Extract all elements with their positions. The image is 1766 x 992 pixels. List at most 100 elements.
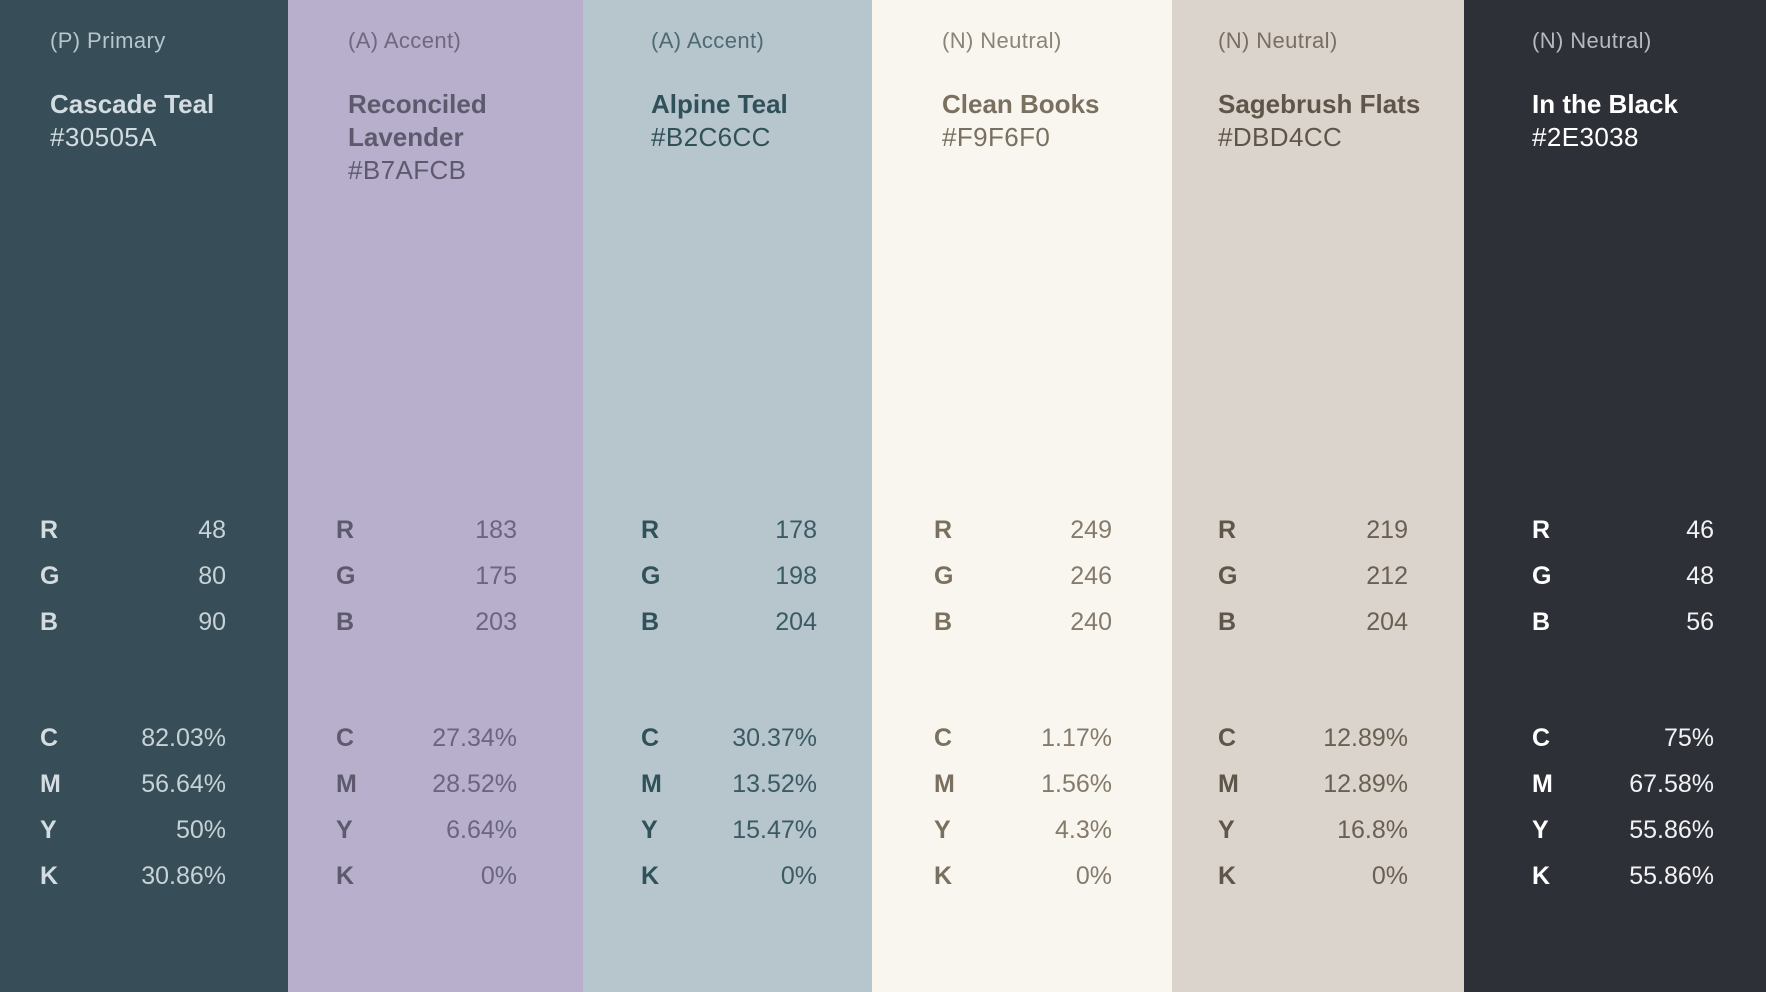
- rgb-label: R: [1532, 515, 1551, 544]
- cmyk-row-c: C 75%: [1532, 723, 1714, 753]
- cmyk-label: M: [641, 769, 662, 798]
- rgb-row-b: B 204: [1218, 607, 1408, 637]
- cmyk-value: 67.58%: [1629, 769, 1714, 798]
- rgb-label: B: [40, 607, 59, 636]
- rgb-value: 204: [775, 607, 817, 636]
- rgb-value: 46: [1686, 515, 1714, 544]
- cmyk-row-y: Y 16.8%: [1218, 815, 1408, 845]
- cmyk-label: C: [1532, 723, 1551, 752]
- cmyk-value: 13.52%: [732, 769, 817, 798]
- swatch-4: (N) Neutral) Clean Books #F9F6F0 R 249 G 246 B 2…: [872, 0, 1172, 992]
- rgb-row-r: R 48: [40, 515, 226, 545]
- rgb-value: 80: [198, 561, 226, 590]
- swatch-name: Reconciled Lavender #B7AFCB: [348, 88, 487, 187]
- rgb-row-g: G 175: [336, 561, 517, 591]
- cmyk-label: K: [1532, 861, 1551, 890]
- rgb-value: 56: [1686, 607, 1714, 636]
- cmyk-value: 15.47%: [732, 815, 817, 844]
- rgb-row-r: R 249: [934, 515, 1112, 545]
- cmyk-value: 50%: [175, 815, 226, 844]
- rgb-label: G: [1532, 561, 1552, 590]
- cmyk-value: 55.86%: [1629, 861, 1714, 890]
- cmyk-row-m: M 13.52%: [641, 769, 817, 799]
- rgb-value: 204: [1366, 607, 1408, 636]
- cmyk-label: M: [336, 769, 357, 798]
- cmyk-value: 12.89%: [1323, 723, 1408, 752]
- rgb-value: 249: [1070, 515, 1112, 544]
- cmyk-value: 1.17%: [1041, 723, 1112, 752]
- swatch-role: (N) Neutral): [942, 28, 1062, 53]
- rgb-row-b: B 203: [336, 607, 517, 637]
- cmyk-label: K: [641, 861, 660, 890]
- cmyk-label: K: [336, 861, 355, 890]
- rgb-value: 198: [775, 561, 817, 590]
- cmyk-label: K: [934, 861, 953, 890]
- swatch-hex: #DBD4CC: [1218, 122, 1343, 152]
- cmyk-row-c: C 30.37%: [641, 723, 817, 753]
- rgb-value: 240: [1070, 607, 1112, 636]
- cmyk-row-k: K 0%: [641, 861, 817, 891]
- cmyk-value: 55.86%: [1629, 815, 1714, 844]
- rgb-value: 90: [198, 607, 226, 636]
- cmyk-row-k: K 55.86%: [1532, 861, 1714, 891]
- cmyk-label: M: [934, 769, 955, 798]
- cmyk-row-m: M 28.52%: [336, 769, 517, 799]
- cmyk-value: 30.86%: [141, 861, 226, 890]
- cmyk-row-m: M 67.58%: [1532, 769, 1714, 799]
- swatch-name-line: Lavender: [348, 122, 464, 152]
- rgb-label: B: [641, 607, 660, 636]
- cmyk-label: K: [40, 861, 59, 890]
- cmyk-row-k: K 0%: [336, 861, 517, 891]
- rgb-value: 175: [475, 561, 517, 590]
- cmyk-row-y: Y 15.47%: [641, 815, 817, 845]
- cmyk-label: M: [1532, 769, 1553, 798]
- rgb-label: R: [40, 515, 59, 544]
- rgb-value: 183: [475, 515, 517, 544]
- rgb-label: G: [1218, 561, 1238, 590]
- cmyk-label: K: [1218, 861, 1237, 890]
- rgb-label: G: [641, 561, 661, 590]
- rgb-label: R: [641, 515, 660, 544]
- cmyk-label: M: [40, 769, 61, 798]
- rgb-row-r: R 46: [1532, 515, 1714, 545]
- swatch-role: (N) Neutral): [1532, 28, 1652, 53]
- swatch-name: Clean Books #F9F6F0: [942, 88, 1100, 154]
- cmyk-row-m: M 1.56%: [934, 769, 1112, 799]
- cmyk-label: Y: [40, 815, 57, 844]
- cmyk-value: 56.64%: [141, 769, 226, 798]
- cmyk-row-y: Y 50%: [40, 815, 226, 845]
- rgb-value: 178: [775, 515, 817, 544]
- cmyk-value: 12.89%: [1323, 769, 1408, 798]
- cmyk-row-c: C 1.17%: [934, 723, 1112, 753]
- rgb-row-b: B 90: [40, 607, 226, 637]
- cmyk-value: 27.34%: [432, 723, 517, 752]
- rgb-label: B: [1532, 607, 1551, 636]
- rgb-label: R: [336, 515, 355, 544]
- cmyk-value: 82.03%: [141, 723, 226, 752]
- rgb-row-r: R 183: [336, 515, 517, 545]
- rgb-label: G: [40, 561, 60, 590]
- cmyk-label: C: [336, 723, 355, 752]
- rgb-row-b: B 240: [934, 607, 1112, 637]
- cmyk-value: 16.8%: [1337, 815, 1408, 844]
- cmyk-label: C: [934, 723, 953, 752]
- swatch-role: (N) Neutral): [1218, 28, 1338, 53]
- swatch-name-line: Clean Books: [942, 89, 1100, 119]
- cmyk-label: C: [641, 723, 660, 752]
- cmyk-row-y: Y 55.86%: [1532, 815, 1714, 845]
- swatch-3: (A) Accent) Alpine Teal #B2C6CC R 178 G 198 B 20…: [583, 0, 872, 992]
- rgb-label: G: [934, 561, 954, 590]
- cmyk-row-y: Y 4.3%: [934, 815, 1112, 845]
- rgb-row-b: B 204: [641, 607, 817, 637]
- rgb-value: 212: [1366, 561, 1408, 590]
- rgb-value: 48: [1686, 561, 1714, 590]
- rgb-value: 219: [1366, 515, 1408, 544]
- rgb-row-g: G 198: [641, 561, 817, 591]
- cmyk-row-m: M 12.89%: [1218, 769, 1408, 799]
- cmyk-row-c: C 12.89%: [1218, 723, 1408, 753]
- cmyk-value: 0%: [480, 861, 517, 890]
- rgb-value: 203: [475, 607, 517, 636]
- swatch-hex: #B7AFCB: [348, 155, 467, 185]
- rgb-label: R: [1218, 515, 1237, 544]
